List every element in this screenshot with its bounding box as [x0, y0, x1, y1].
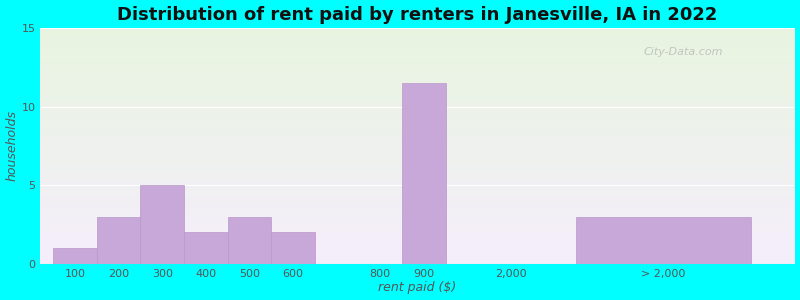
Bar — [184, 232, 228, 264]
Title: Distribution of rent paid by renters in Janesville, IA in 2022: Distribution of rent paid by renters in … — [117, 6, 718, 24]
Y-axis label: households: households — [6, 110, 18, 181]
Bar — [577, 217, 751, 264]
Text: City-Data.com: City-Data.com — [643, 47, 723, 57]
Bar — [54, 248, 97, 264]
X-axis label: rent paid ($): rent paid ($) — [378, 281, 457, 294]
Bar — [141, 185, 184, 264]
Bar — [228, 217, 271, 264]
Bar — [402, 83, 446, 264]
Bar — [271, 232, 315, 264]
Bar — [97, 217, 141, 264]
